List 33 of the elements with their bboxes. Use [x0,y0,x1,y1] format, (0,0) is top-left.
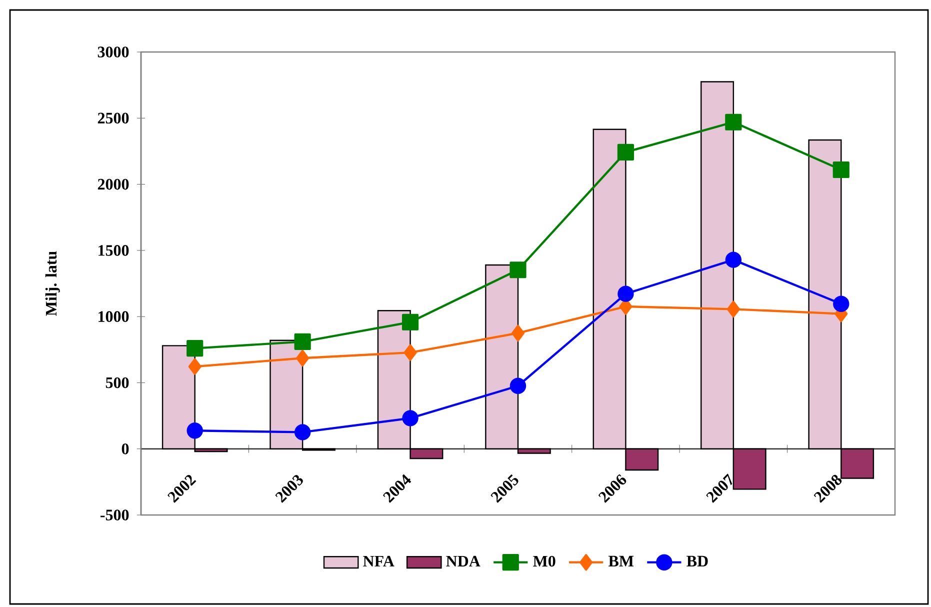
point [618,286,634,302]
point [404,344,417,361]
y-tick-label: -500 [100,510,129,520]
point [402,314,419,330]
legend-label: NFA [363,556,394,566]
point [294,424,311,440]
legend-label: BD [686,556,708,566]
legend-label: NDA [446,556,480,566]
y-tick-label: 500 [106,377,129,388]
point [832,161,850,178]
point [296,350,310,366]
point [511,324,524,342]
point [294,333,311,350]
point [726,300,740,318]
y-tick-label: 2000 [98,178,129,190]
point [188,358,202,375]
y-axis-title: Milj. latu [45,251,60,316]
point [617,144,634,160]
point [833,296,850,312]
y-tick-label: 0 [122,443,129,454]
point [186,422,203,439]
legend-label: BM [608,556,634,566]
y-tick-label: 3000 [98,46,129,58]
y-tick-label: 2500 [98,112,129,124]
point [725,114,742,130]
point [510,262,526,278]
point [402,410,418,426]
y-tick-label: 1000 [98,311,129,322]
y-tick-label: 1500 [98,245,129,256]
legend-label: M0 [533,556,556,567]
point [725,252,742,268]
point [510,378,526,394]
point [186,340,204,357]
